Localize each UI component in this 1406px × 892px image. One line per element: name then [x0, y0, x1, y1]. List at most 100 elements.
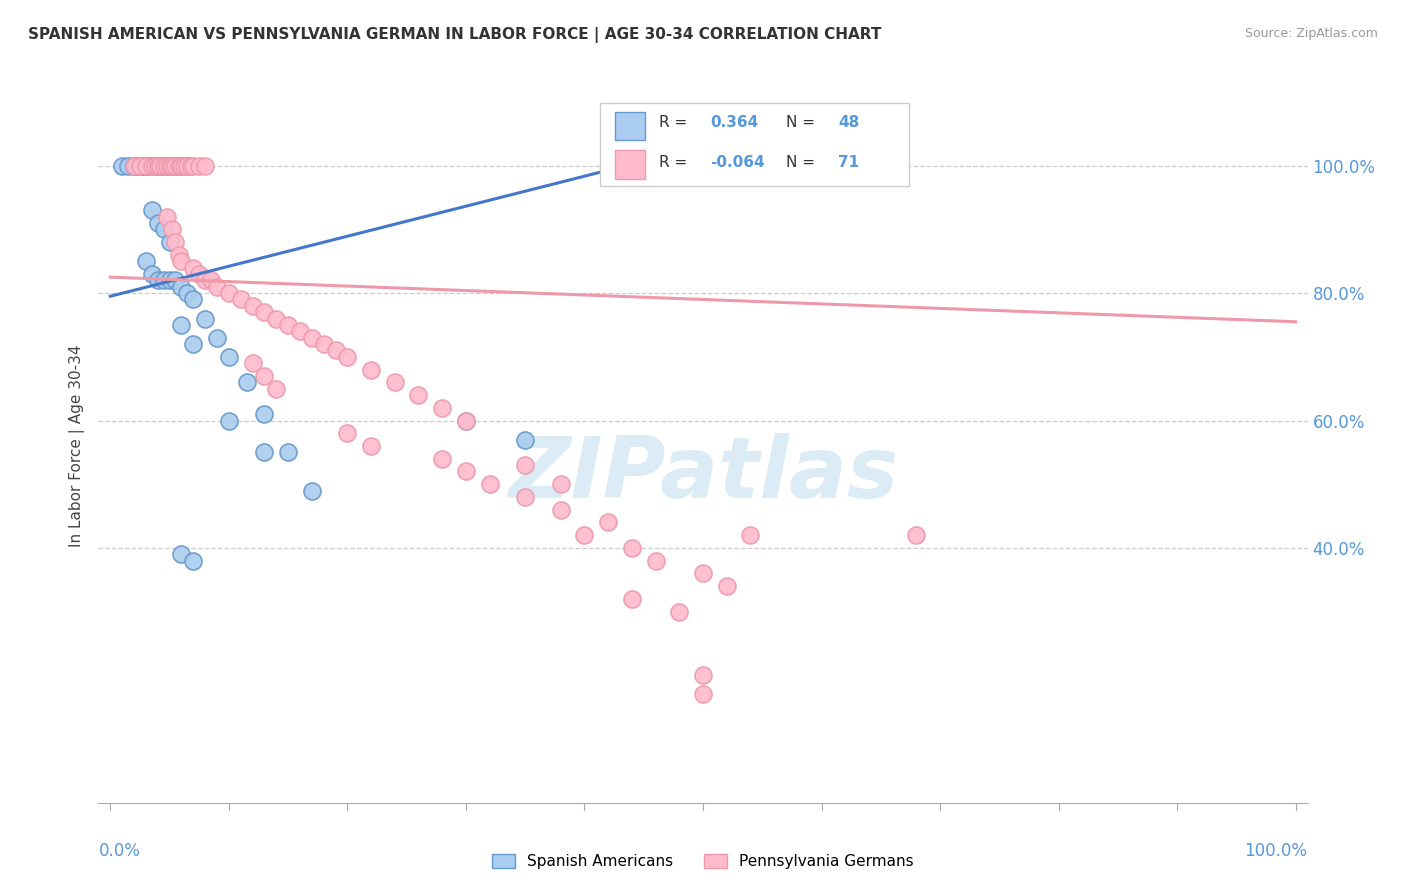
- Point: [159, 159, 181, 173]
- Point: [550, 477, 572, 491]
- FancyBboxPatch shape: [614, 151, 645, 179]
- Point: [152, 159, 174, 173]
- Point: [454, 465, 477, 479]
- Point: [194, 273, 217, 287]
- Text: 48: 48: [838, 115, 859, 130]
- Point: [156, 159, 179, 173]
- Point: [146, 159, 169, 173]
- Point: [716, 579, 738, 593]
- Point: [218, 286, 240, 301]
- Point: [740, 528, 762, 542]
- Text: ZIPatlas: ZIPatlas: [508, 433, 898, 516]
- Point: [181, 159, 204, 173]
- Point: [515, 433, 537, 447]
- Point: [149, 159, 172, 173]
- Point: [117, 159, 139, 173]
- Point: [141, 159, 163, 173]
- Point: [170, 547, 193, 561]
- FancyBboxPatch shape: [600, 103, 908, 186]
- Text: 71: 71: [838, 155, 859, 170]
- Point: [170, 159, 193, 173]
- Point: [122, 159, 145, 173]
- Point: [550, 502, 572, 516]
- Point: [188, 159, 211, 173]
- Point: [264, 311, 287, 326]
- Point: [156, 210, 179, 224]
- Text: 0.364: 0.364: [710, 115, 758, 130]
- Point: [141, 203, 163, 218]
- FancyBboxPatch shape: [614, 112, 645, 140]
- Point: [160, 159, 183, 173]
- Point: [301, 483, 323, 498]
- Point: [478, 477, 501, 491]
- Point: [176, 159, 198, 173]
- Point: [454, 413, 477, 427]
- Point: [253, 368, 276, 383]
- Point: [180, 159, 202, 173]
- Point: [159, 273, 181, 287]
- Point: [165, 159, 187, 173]
- Point: [141, 159, 163, 173]
- Text: 0.0%: 0.0%: [98, 842, 141, 860]
- Point: [141, 267, 163, 281]
- Point: [288, 324, 311, 338]
- Point: [194, 311, 217, 326]
- Legend: Spanish Americans, Pennsylvania Germans: Spanish Americans, Pennsylvania Germans: [486, 848, 920, 875]
- Point: [181, 337, 204, 351]
- Point: [218, 413, 240, 427]
- Point: [432, 401, 454, 415]
- Point: [229, 293, 252, 307]
- Point: [167, 248, 190, 262]
- Point: [264, 382, 287, 396]
- Point: [301, 331, 323, 345]
- Text: Source: ZipAtlas.com: Source: ZipAtlas.com: [1244, 27, 1378, 40]
- Point: [135, 159, 157, 173]
- Point: [152, 273, 174, 287]
- Text: R =: R =: [659, 115, 693, 130]
- Text: N =: N =: [786, 115, 820, 130]
- Point: [668, 605, 690, 619]
- Point: [235, 376, 257, 390]
- Point: [242, 356, 264, 370]
- Point: [181, 554, 204, 568]
- Point: [360, 362, 382, 376]
- Text: N =: N =: [786, 155, 820, 170]
- Point: [253, 407, 276, 421]
- Point: [194, 159, 217, 173]
- Point: [692, 566, 714, 581]
- Point: [170, 254, 193, 268]
- Point: [515, 490, 537, 504]
- Point: [167, 159, 190, 173]
- Text: R =: R =: [659, 155, 693, 170]
- Point: [156, 159, 179, 173]
- Point: [200, 273, 222, 287]
- Text: SPANISH AMERICAN VS PENNSYLVANIA GERMAN IN LABOR FORCE | AGE 30-34 CORRELATION C: SPANISH AMERICAN VS PENNSYLVANIA GERMAN …: [28, 27, 882, 43]
- Point: [574, 528, 596, 542]
- Text: 100.0%: 100.0%: [1244, 842, 1308, 860]
- Point: [277, 445, 299, 459]
- Point: [167, 159, 190, 173]
- Point: [692, 688, 714, 702]
- Point: [122, 159, 145, 173]
- Point: [598, 516, 620, 530]
- Point: [188, 267, 211, 281]
- Point: [312, 337, 335, 351]
- Point: [336, 350, 359, 364]
- Point: [384, 376, 406, 390]
- Point: [360, 439, 382, 453]
- Point: [165, 273, 187, 287]
- Point: [152, 222, 174, 236]
- Point: [146, 159, 169, 173]
- Point: [135, 254, 157, 268]
- Point: [644, 554, 666, 568]
- Point: [136, 159, 159, 173]
- Point: [176, 159, 198, 173]
- Point: [692, 668, 714, 682]
- Point: [515, 458, 537, 472]
- Point: [160, 159, 183, 173]
- Point: [170, 159, 193, 173]
- Point: [129, 159, 152, 173]
- Point: [218, 350, 240, 364]
- Point: [173, 159, 195, 173]
- Point: [165, 235, 187, 249]
